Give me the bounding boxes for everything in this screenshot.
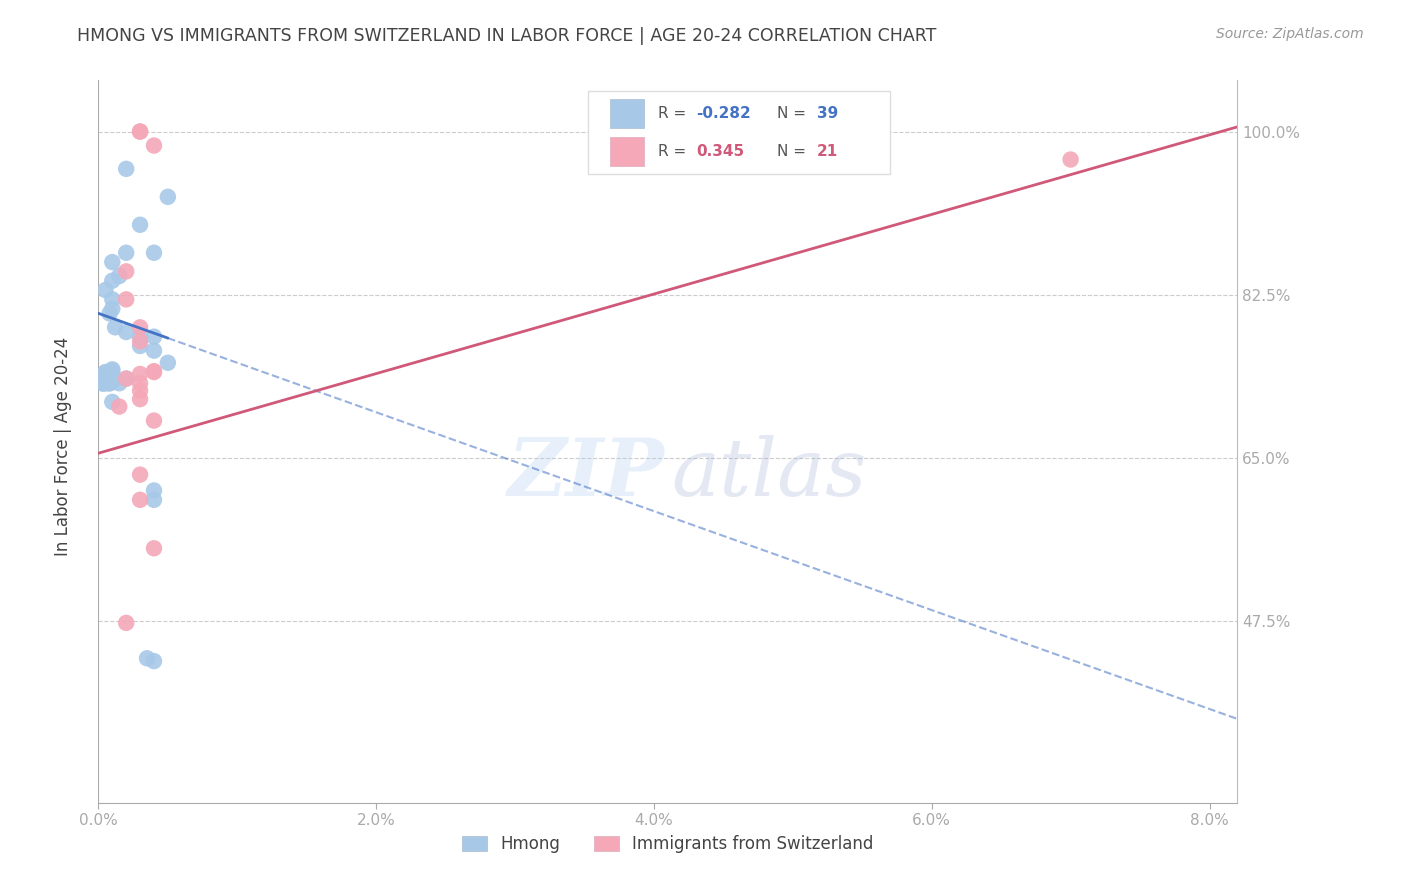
Point	[143, 541, 166, 556]
Point	[143, 343, 166, 358]
Point	[129, 124, 152, 138]
Point	[104, 320, 127, 334]
Point	[115, 245, 138, 260]
Text: N =: N =	[778, 106, 811, 121]
Point	[108, 376, 131, 391]
Point	[143, 365, 166, 379]
Point	[136, 651, 159, 665]
Point	[143, 492, 166, 507]
Point	[101, 371, 124, 385]
Point	[91, 376, 114, 391]
Point	[129, 376, 152, 391]
Point	[129, 384, 152, 398]
Text: -0.282: -0.282	[696, 106, 751, 121]
Point	[115, 325, 138, 339]
Text: R =: R =	[658, 145, 690, 159]
Point	[115, 264, 138, 278]
Point	[94, 376, 117, 391]
Text: 0.345: 0.345	[696, 145, 744, 159]
Point	[129, 329, 152, 343]
Bar	[610, 137, 644, 166]
Point	[143, 413, 166, 427]
Point	[101, 364, 124, 378]
Point	[94, 283, 117, 297]
Point	[143, 138, 166, 153]
Point	[98, 306, 121, 320]
Point	[94, 376, 117, 391]
Point	[1059, 153, 1081, 167]
Point	[115, 161, 138, 176]
FancyBboxPatch shape	[588, 91, 890, 174]
Point	[129, 367, 152, 381]
Point	[129, 392, 152, 406]
Point	[129, 218, 152, 232]
Point	[98, 376, 121, 391]
Point	[101, 362, 124, 376]
Text: N =: N =	[778, 145, 811, 159]
Point	[143, 364, 166, 378]
Point	[143, 483, 166, 498]
Point	[115, 371, 138, 385]
Point	[129, 339, 152, 353]
Point	[143, 329, 166, 343]
Legend: Hmong, Immigrants from Switzerland: Hmong, Immigrants from Switzerland	[456, 828, 880, 860]
Point	[115, 293, 138, 307]
Point	[98, 376, 121, 391]
Point	[129, 334, 152, 349]
Point	[101, 274, 124, 288]
Point	[108, 268, 131, 283]
Point	[101, 395, 124, 409]
Text: 39: 39	[817, 106, 838, 121]
Text: R =: R =	[658, 106, 690, 121]
Point	[129, 467, 152, 482]
Bar	[610, 99, 644, 128]
Point	[115, 371, 138, 385]
Point	[101, 375, 124, 389]
Point	[156, 356, 179, 370]
Point	[94, 365, 117, 379]
Text: atlas: atlas	[671, 435, 866, 513]
Point	[156, 190, 179, 204]
Point	[91, 376, 114, 391]
Text: Source: ZipAtlas.com: Source: ZipAtlas.com	[1216, 27, 1364, 41]
Point	[143, 245, 166, 260]
Text: 21: 21	[817, 145, 838, 159]
Text: ZIP: ZIP	[508, 435, 665, 513]
Point	[91, 376, 114, 391]
Point	[101, 293, 124, 307]
Point	[101, 301, 124, 316]
Point	[129, 492, 152, 507]
Point	[101, 255, 124, 269]
Point	[108, 400, 131, 414]
Point	[94, 366, 117, 380]
Point	[129, 320, 152, 334]
Point	[143, 654, 166, 668]
Text: In Labor Force | Age 20-24: In Labor Force | Age 20-24	[55, 336, 72, 556]
Point	[129, 124, 152, 138]
Point	[115, 615, 138, 630]
Text: HMONG VS IMMIGRANTS FROM SWITZERLAND IN LABOR FORCE | AGE 20-24 CORRELATION CHAR: HMONG VS IMMIGRANTS FROM SWITZERLAND IN …	[77, 27, 936, 45]
